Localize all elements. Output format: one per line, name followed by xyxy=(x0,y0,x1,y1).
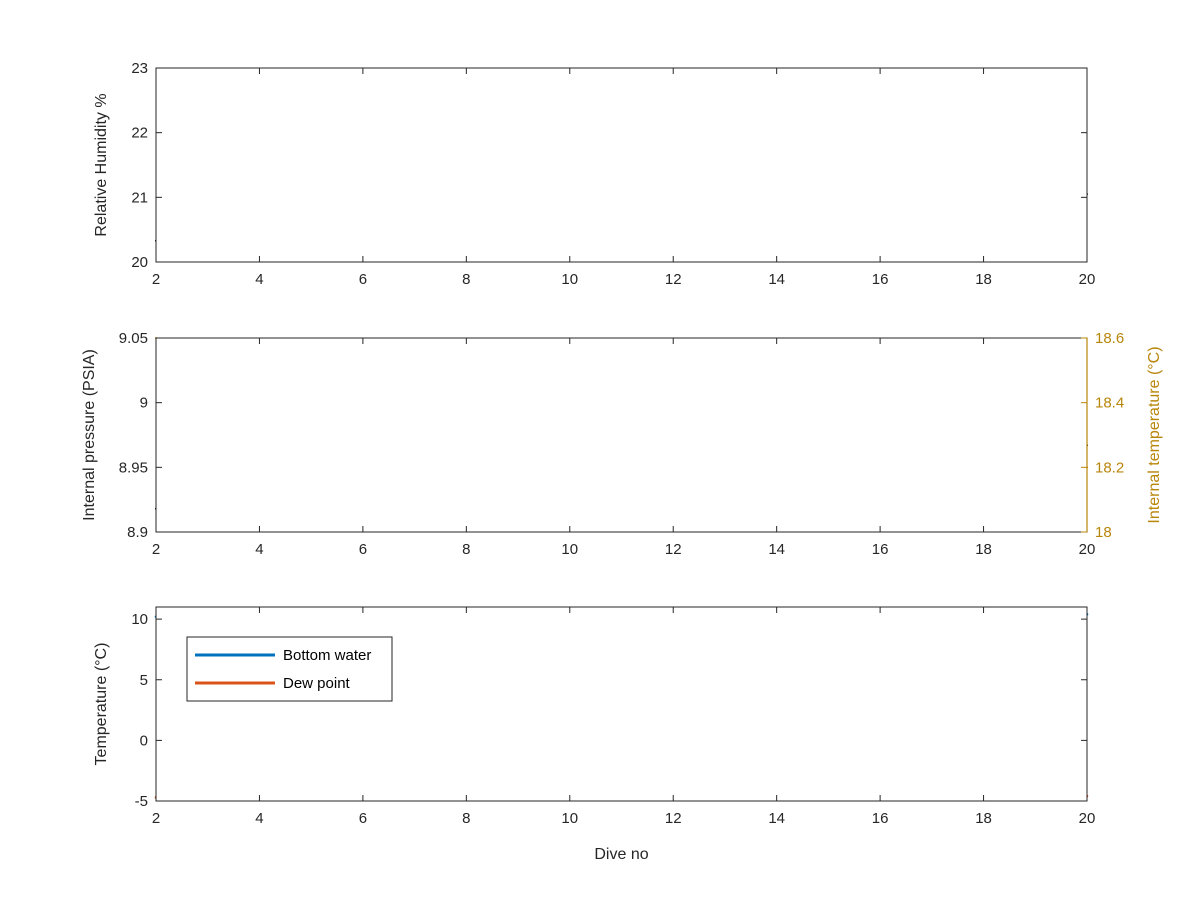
x-tick-label: 4 xyxy=(255,541,263,558)
x-tick-label: 2 xyxy=(152,541,160,558)
y-axis-label: Relative Humidity % xyxy=(93,93,110,236)
y-tick-label: 0 xyxy=(140,732,148,749)
x-tick-label: 10 xyxy=(561,541,578,558)
x-tick-label: 2 xyxy=(152,810,160,827)
ticks xyxy=(155,607,1088,802)
x-tick-label: 16 xyxy=(872,271,889,288)
y-axis-label: Internal pressure (PSIA) xyxy=(81,349,98,521)
y-tick-label: 21 xyxy=(131,189,148,206)
x-tick-label: 16 xyxy=(872,541,889,558)
axis-frame xyxy=(155,606,1088,802)
x-tick-label: 16 xyxy=(872,810,889,827)
x-axis-label: Dive no xyxy=(594,846,648,863)
legend-box xyxy=(186,636,393,702)
x-tick-label: 2 xyxy=(152,271,160,288)
y-right-tick-label: 18.2 xyxy=(1095,459,1124,476)
y-axis-label: Temperature (°C) xyxy=(93,643,110,766)
x-tick-label: 20 xyxy=(1079,271,1096,288)
y-tick-label: -5 xyxy=(135,793,148,810)
x-tick-label: 18 xyxy=(975,810,992,827)
x-tick-label: 10 xyxy=(561,810,578,827)
x-tick-label: 8 xyxy=(462,541,470,558)
legend-label: Bottom water xyxy=(283,647,371,664)
ticks xyxy=(155,67,1088,263)
axis-frame xyxy=(155,67,1088,263)
x-tick-label: 20 xyxy=(1079,541,1096,558)
x-tick-label: 18 xyxy=(975,271,992,288)
y-tick-label: 5 xyxy=(140,672,148,689)
x-tick-label: 6 xyxy=(359,810,367,827)
x-tick-label: 4 xyxy=(255,271,263,288)
legend-label: Dew point xyxy=(283,675,351,692)
x-tick-label: 12 xyxy=(665,271,682,288)
x-tick-label: 20 xyxy=(1079,810,1096,827)
y-right-tick-label: 18.6 xyxy=(1095,330,1124,347)
y-tick-label: 10 xyxy=(131,611,148,628)
y-tick-label: 20 xyxy=(131,254,148,271)
x-tick-label: 12 xyxy=(665,810,682,827)
y-tick-label: 23 xyxy=(131,60,148,77)
x-tick-label: 6 xyxy=(359,541,367,558)
y-tick-label: 8.9 xyxy=(127,524,148,541)
y-right-tick-label: 18 xyxy=(1095,524,1112,541)
x-tick-label: 6 xyxy=(359,271,367,288)
axis-frame xyxy=(155,337,1088,533)
x-tick-label: 12 xyxy=(665,541,682,558)
chart-panel-2: 2 4 6 8 10 12 14 16 18 208.98.9599.051818.218.418… xyxy=(81,330,1163,558)
y-right-tick-label: 18.4 xyxy=(1095,395,1124,412)
y-right-axis-label: Internal temperature (°C) xyxy=(1146,346,1163,523)
y-tick-label: 9.05 xyxy=(119,330,148,347)
x-tick-label: 14 xyxy=(768,810,785,827)
y-tick-label: 8.95 xyxy=(119,459,148,476)
x-tick-label: 8 xyxy=(462,810,470,827)
x-tick-label: 14 xyxy=(768,271,785,288)
x-tick-label: 14 xyxy=(768,541,785,558)
chart-panel-1: 2 4 6 8 10 12 14 16 18 20 20 21 22 23 Relative Humidit… xyxy=(93,60,1095,288)
y-tick-label: 22 xyxy=(131,125,148,142)
x-tick-label: 10 xyxy=(561,271,578,288)
x-tick-label: 4 xyxy=(255,810,263,827)
x-tick-label: 8 xyxy=(462,271,470,288)
chart-panel-3: 2 4 6 8 10 12 14 16 18 20 -5 0 5 10 Temperature (°C) Di… xyxy=(93,606,1096,863)
legend: Bottom water Dew point xyxy=(186,636,393,702)
y-tick-label: 9 xyxy=(140,395,148,412)
x-tick-label: 18 xyxy=(975,541,992,558)
